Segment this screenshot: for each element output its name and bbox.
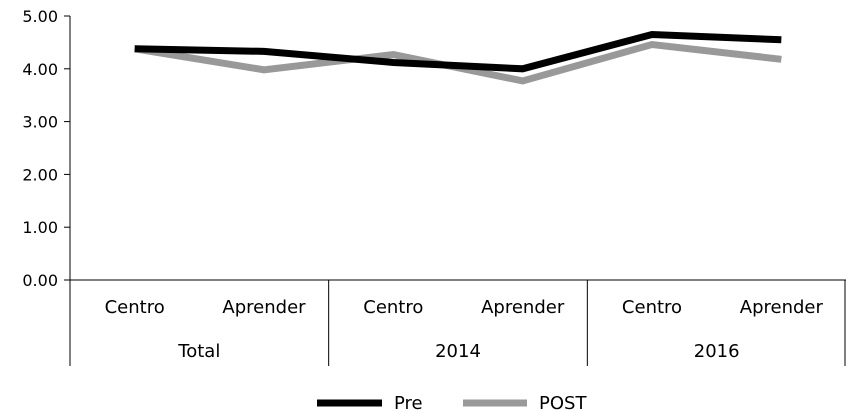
x-category-label: Centro xyxy=(622,297,682,318)
legend: Pre POST xyxy=(317,393,587,412)
axes xyxy=(69,16,846,281)
y-tick-label: 2.00 xyxy=(22,165,58,184)
x-category-label: Centro xyxy=(105,297,165,318)
y-axis-ticks: 0.00 1.00 2.00 3.00 4.00 5.00 xyxy=(22,7,70,290)
x-category-label: Aprender xyxy=(740,297,824,318)
x-category-label: Aprender xyxy=(481,297,565,318)
series-line-pre xyxy=(134,30,782,73)
legend-label-pre: Pre xyxy=(394,393,423,412)
y-tick-label: 4.00 xyxy=(22,60,58,79)
x-group-label: Total xyxy=(177,341,220,362)
x-group-label: 2016 xyxy=(694,341,740,362)
y-tick-label: 1.00 xyxy=(22,218,58,237)
y-tick-label: 5.00 xyxy=(22,7,58,26)
y-tick-label: 3.00 xyxy=(22,113,58,132)
legend-label-post: POST xyxy=(539,393,587,412)
series-lines xyxy=(134,30,782,85)
x-axis-categories: Centro Aprender Centro Aprender Centro Aprend… xyxy=(105,297,824,318)
x-axis-groups: Total 2014 2016 xyxy=(69,280,846,366)
x-group-label: 2014 xyxy=(435,341,481,362)
y-tick-label: 0.00 xyxy=(22,271,58,290)
x-category-label: Aprender xyxy=(222,297,306,318)
x-category-label: Centro xyxy=(363,297,423,318)
